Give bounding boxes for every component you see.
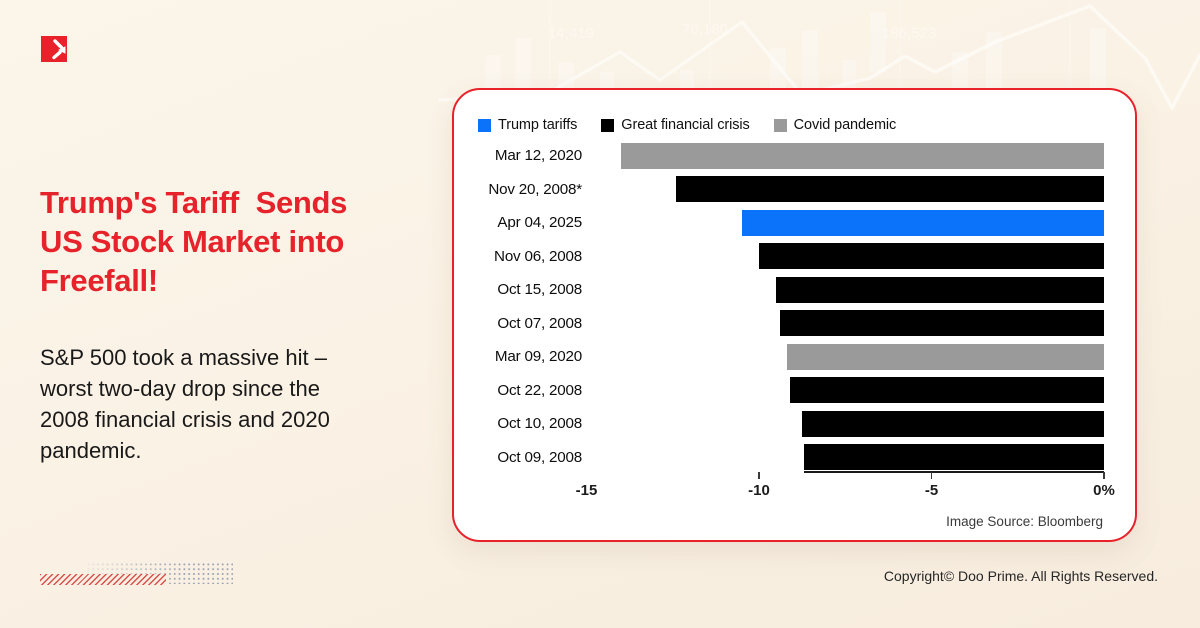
legend-label: Covid pandemic (793, 117, 897, 133)
bar-zone (582, 273, 1104, 307)
bar-gfc (790, 377, 1104, 404)
bar-zone (582, 240, 1104, 274)
chart-row: Oct 22, 2008 (454, 374, 1104, 408)
legend-item-gfc: Great financial crisis (601, 117, 750, 133)
axis-tick-label: -5 (924, 482, 939, 499)
chart-legend: Trump tariffs Great financial crisis Covid… (478, 117, 896, 133)
bar-zone (582, 441, 1104, 475)
axis-tick-label: 0% (1093, 482, 1115, 499)
row-label: Oct 07, 2008 (497, 314, 582, 332)
bar-gfc (759, 243, 1104, 270)
axis-tick-label: -10 (748, 482, 770, 499)
row-label: Apr 04, 2025 (497, 214, 582, 232)
chart-row: Apr 04, 2025 (454, 206, 1104, 240)
svg-text:186,523: 186,523 (882, 25, 936, 42)
bar-gfc (779, 310, 1104, 337)
hatch-bar-decoration (40, 574, 166, 585)
bar-covid (621, 142, 1104, 169)
bar-gfc (803, 444, 1104, 471)
headline: Trump's Tariff Sends US Stock Market int… (40, 183, 347, 300)
chart-row: Oct 09, 2008 (454, 441, 1104, 475)
headline-line: US Stock Market into (40, 224, 345, 259)
bar-gfc (802, 410, 1104, 437)
row-label: Oct 10, 2008 (497, 415, 582, 433)
row-label: Mar 09, 2020 (494, 348, 582, 366)
chart-row: Oct 07, 2008 (454, 307, 1104, 341)
subtext: S&P 500 took a massive hit – worst two-d… (40, 342, 330, 466)
gfc-legend-swatch (601, 118, 615, 132)
bar-gfc (676, 176, 1104, 203)
source-note: Image Source: Bloomberg (946, 514, 1103, 529)
axis-tick-label: -15 (575, 482, 598, 499)
bar-trump (741, 209, 1104, 236)
bar-zone (582, 307, 1104, 341)
trump-legend-swatch (478, 118, 491, 132)
headline-line: Trump's Tariff Sends (40, 185, 348, 220)
legend-label: Trump tariffs (498, 117, 578, 133)
bar-zone (582, 173, 1104, 207)
legend-label: Great financial crisis (621, 117, 750, 133)
doo-prime-logo-icon (41, 36, 67, 62)
covid-legend-swatch (773, 118, 787, 132)
subtext-line: pandemic. (40, 438, 142, 463)
copyright-text: Copyright© Doo Prime. All Rights Reserve… (883, 568, 1158, 584)
row-label: Nov 06, 2008 (494, 247, 582, 265)
chart-rows: Mar 12, 2020 Nov 20, 2008* Apr 04, 2025 Nov… (454, 139, 1104, 474)
subtext-line: worst two-day drop since the (40, 376, 321, 401)
row-label: Oct 22, 2008 (497, 381, 582, 399)
bar-zone (582, 139, 1104, 173)
row-label: Nov 20, 2008* (488, 180, 582, 198)
chart-row: Mar 12, 2020 (454, 139, 1104, 173)
legend-item-covid: Covid pandemic (773, 117, 897, 133)
row-label: Oct 15, 2008 (497, 281, 582, 299)
chart-row: Nov 06, 2008 (454, 240, 1104, 274)
chart-card: Trump tariffs Great financial crisis Covid… (452, 88, 1137, 542)
chart-row: Mar 09, 2020 (454, 340, 1104, 374)
chart-row: Nov 20, 2008* (454, 173, 1104, 207)
svg-text:76,180: 76,180 (682, 21, 728, 38)
row-label: Mar 12, 2020 (494, 147, 582, 165)
subtext-line: 2008 financial crisis and 2020 (40, 407, 330, 432)
subtext-line: S&P 500 took a massive hit – (40, 345, 327, 370)
headline-line: Freefall! (40, 263, 158, 298)
chart-row: Oct 15, 2008 (454, 273, 1104, 307)
chart-row: Oct 10, 2008 (454, 407, 1104, 441)
legend-item-trump: Trump tariffs (478, 117, 577, 133)
bar-zone (582, 374, 1104, 408)
bar-zone (582, 206, 1104, 240)
bar-zone (582, 340, 1104, 374)
svg-text:14,419: 14,419 (548, 25, 594, 42)
bar-gfc (776, 276, 1104, 303)
bar-covid (786, 343, 1104, 370)
row-label: Oct 09, 2008 (497, 448, 582, 466)
bar-zone (582, 407, 1104, 441)
